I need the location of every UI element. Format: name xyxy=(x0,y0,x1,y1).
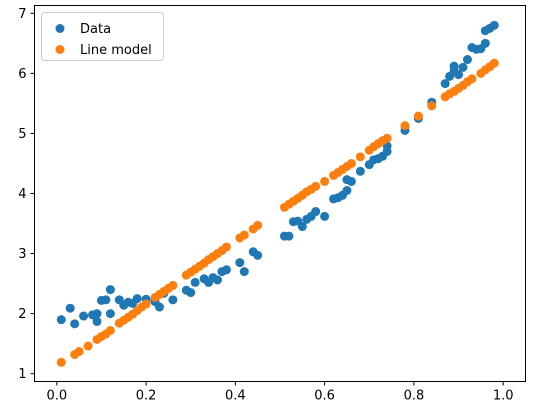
data-point xyxy=(56,357,66,367)
data-point xyxy=(74,346,84,356)
data-point xyxy=(462,55,472,65)
data-point xyxy=(253,220,263,230)
data-point xyxy=(70,319,80,329)
x-tick-label: 0.2 xyxy=(136,389,157,404)
data-point xyxy=(141,299,151,309)
legend-box xyxy=(41,12,164,61)
x-axis-ticks: 0.0 0.2 0.4 0.6 0.8 1.0 xyxy=(46,381,514,404)
y-tick-label: 2 xyxy=(18,307,26,322)
legend: Data Line model xyxy=(41,12,164,61)
data-point xyxy=(154,302,164,312)
data-point xyxy=(168,280,178,290)
y-tick-label: 1 xyxy=(18,367,26,382)
y-tick-label: 6 xyxy=(18,67,26,82)
data-point xyxy=(92,309,102,319)
legend-marker xyxy=(55,45,65,54)
y-tick-label: 4 xyxy=(18,187,26,202)
data-point xyxy=(454,70,464,80)
data-point xyxy=(168,295,178,305)
x-tick-label: 0.6 xyxy=(314,389,335,404)
data-point xyxy=(221,265,231,275)
x-tick-label: 0.0 xyxy=(46,389,67,404)
data-point xyxy=(105,325,115,335)
data-point xyxy=(186,288,196,298)
data-point xyxy=(132,294,142,304)
data-point xyxy=(440,79,450,89)
data-point xyxy=(355,152,365,162)
x-tick-label: 1.0 xyxy=(493,389,514,404)
y-axis-ticks: 1 2 3 4 5 6 7 xyxy=(18,7,35,382)
data-point xyxy=(239,230,249,240)
data-point xyxy=(284,231,294,241)
data-point xyxy=(190,277,200,287)
data-point xyxy=(297,222,307,232)
data-point xyxy=(489,20,499,30)
data-points xyxy=(56,20,499,367)
data-point xyxy=(489,58,499,68)
y-tick-label: 5 xyxy=(18,127,26,142)
y-tick-label: 3 xyxy=(18,247,26,262)
data-point xyxy=(346,176,356,186)
data-point xyxy=(449,61,459,71)
y-tick-label: 7 xyxy=(18,7,26,22)
data-point xyxy=(467,74,477,84)
data-point xyxy=(382,133,392,143)
plot-frame xyxy=(34,5,526,382)
data-point xyxy=(105,285,115,295)
data-point xyxy=(56,315,66,325)
data-point xyxy=(413,111,423,121)
data-point xyxy=(253,250,263,260)
data-point xyxy=(320,176,330,186)
legend-marker xyxy=(55,24,65,33)
data-point xyxy=(311,207,321,217)
data-point xyxy=(458,62,468,72)
data-point xyxy=(355,166,365,176)
data-point xyxy=(400,121,410,131)
data-point xyxy=(101,295,111,305)
data-point xyxy=(346,158,356,168)
data-point xyxy=(342,185,352,195)
data-point xyxy=(239,267,249,277)
legend-label: Data xyxy=(80,22,111,37)
data-point xyxy=(83,341,93,351)
data-point xyxy=(79,311,89,321)
data-point xyxy=(92,316,102,326)
plot-background xyxy=(34,5,526,382)
data-point xyxy=(320,211,330,221)
x-tick-label: 0.4 xyxy=(225,389,246,404)
data-point xyxy=(235,258,245,268)
data-point xyxy=(427,101,437,111)
data-point xyxy=(480,38,490,48)
data-point xyxy=(65,303,75,313)
data-point xyxy=(221,242,231,252)
x-tick-label: 0.8 xyxy=(404,389,425,404)
data-point xyxy=(105,309,115,319)
legend-label: Line model xyxy=(80,43,152,58)
data-point xyxy=(311,181,321,191)
data-point xyxy=(213,275,223,285)
